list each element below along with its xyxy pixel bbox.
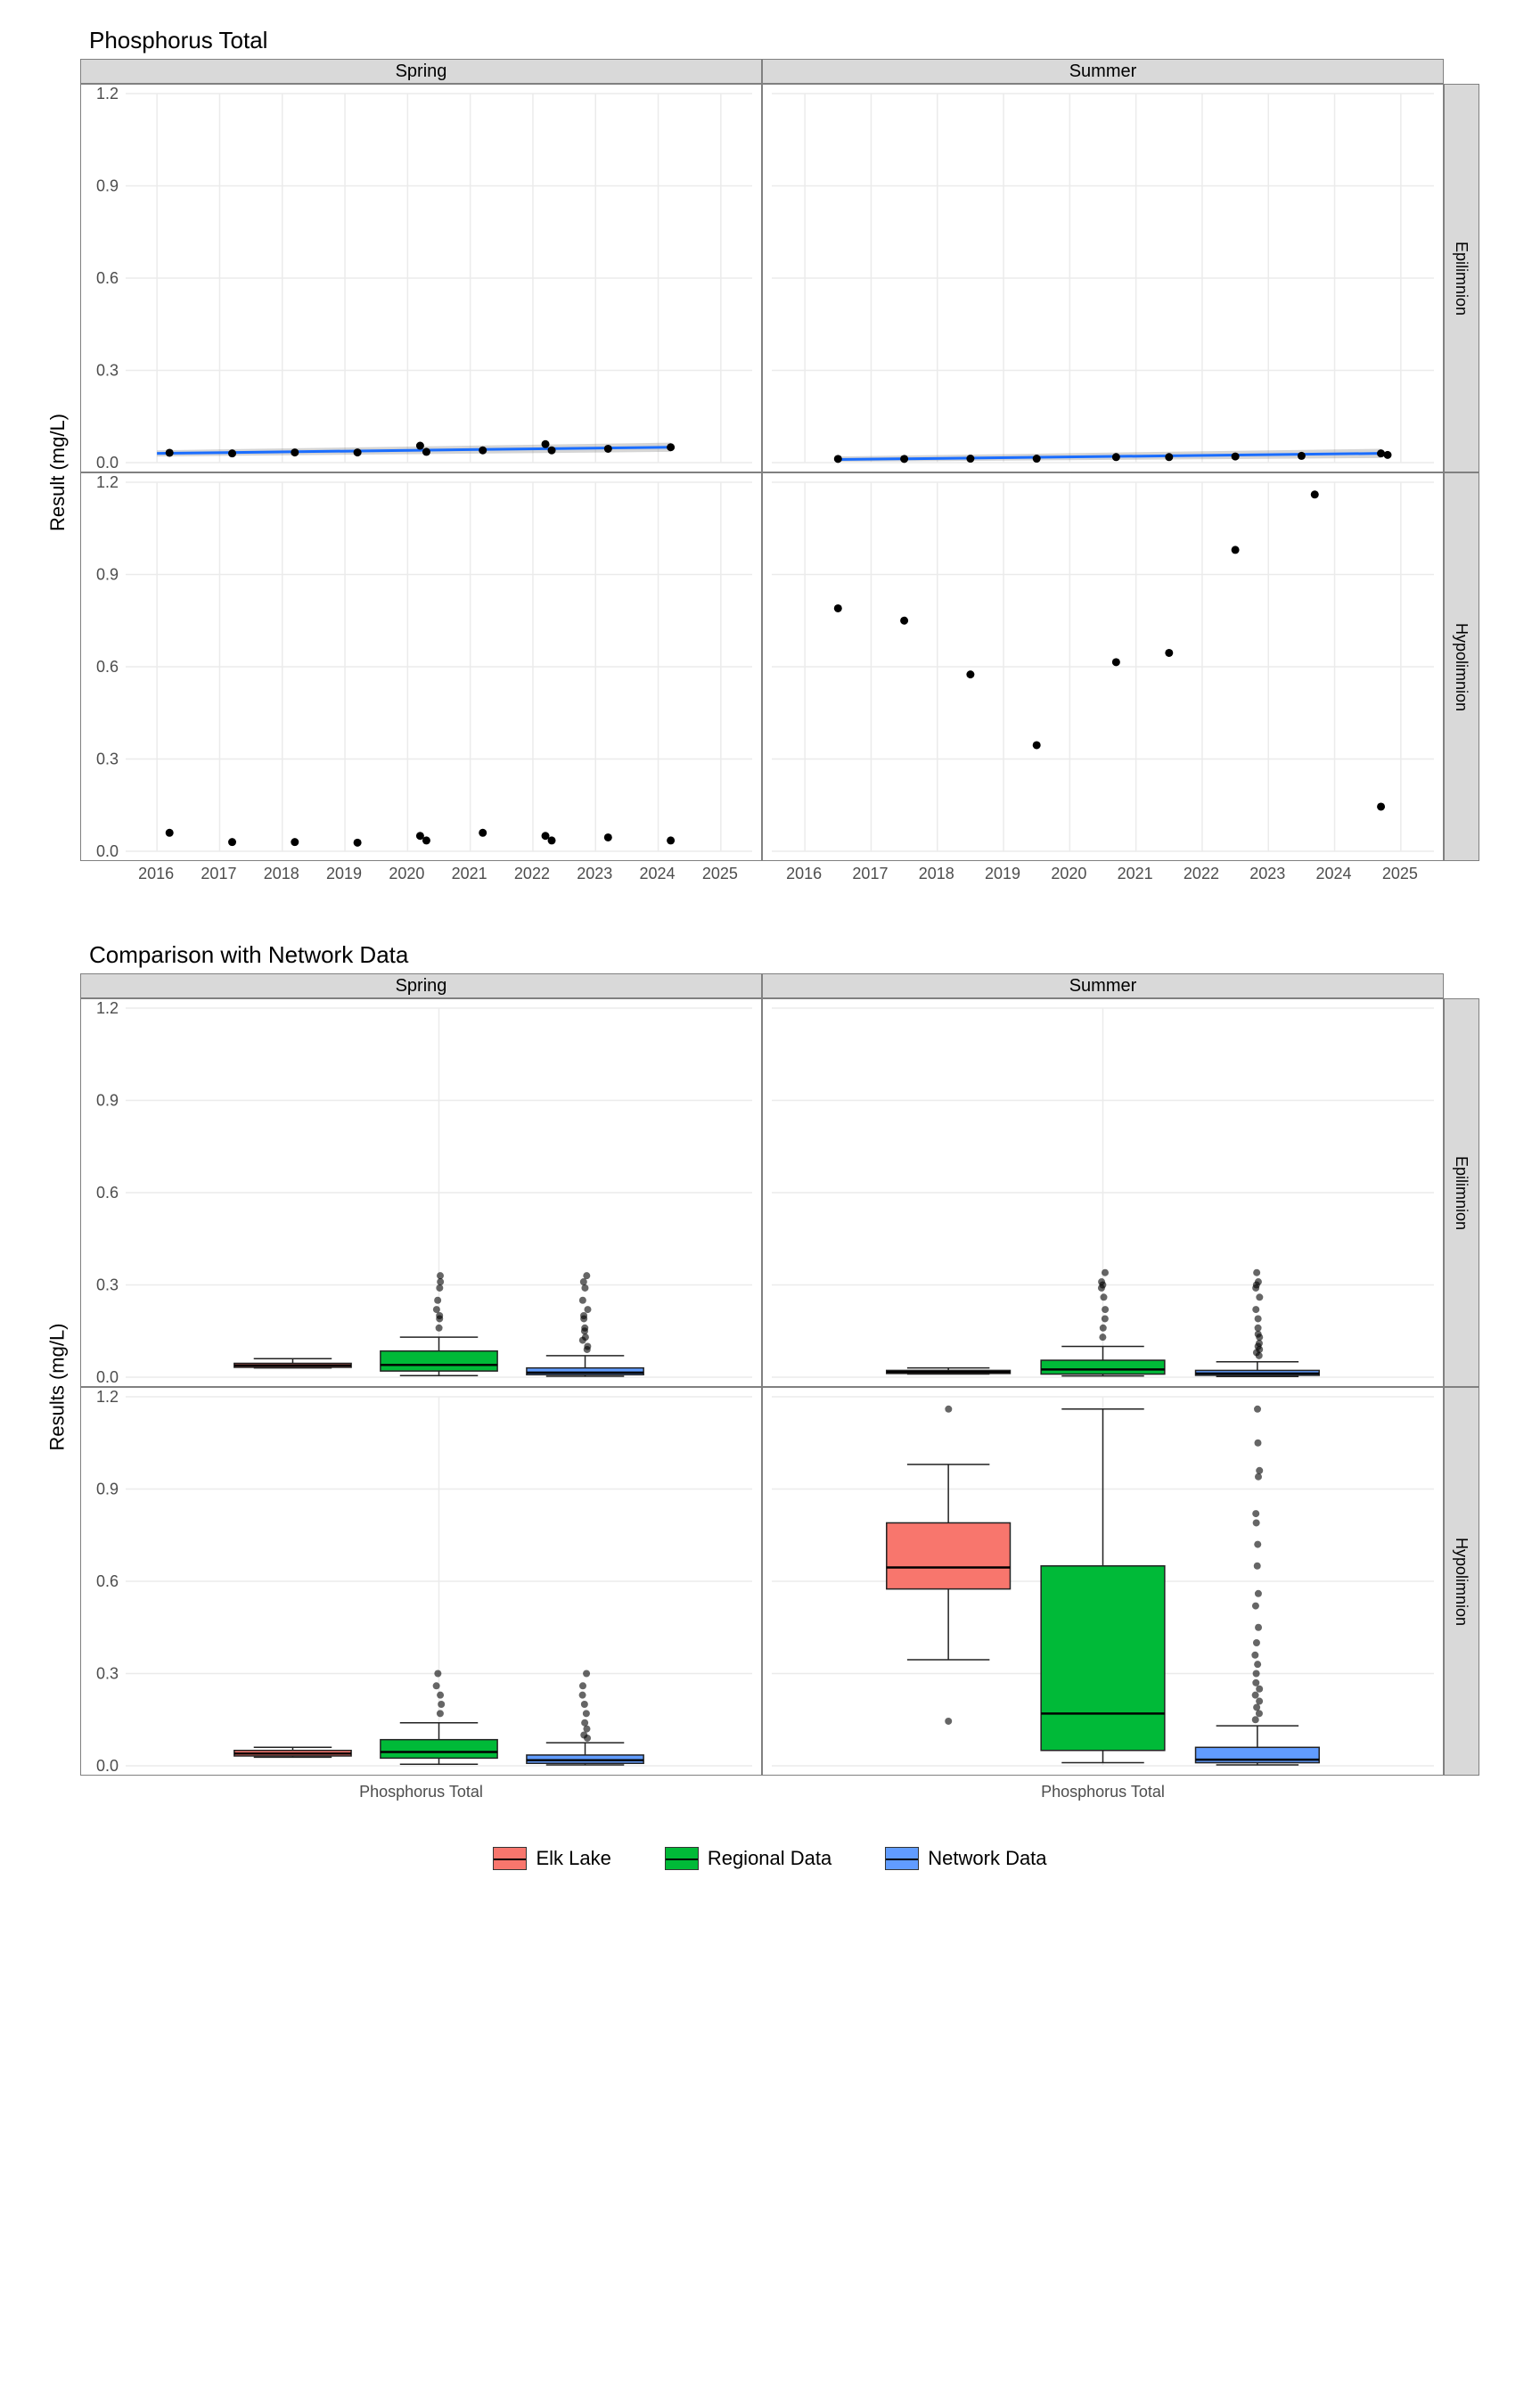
lower-panel-summer-hypo xyxy=(762,1387,1444,1776)
svg-text:0.9: 0.9 xyxy=(96,1481,119,1498)
upper-facet-grid: Result (mg/L) Spring Summer Epilimnion H… xyxy=(36,59,1479,897)
upper-panel-spring-epi: 0.0 0.3 0.6 0.9 1.2 xyxy=(80,84,762,472)
upper-strip-hypo: Hypolimnion xyxy=(1444,472,1479,861)
svg-text:2022: 2022 xyxy=(1184,865,1219,882)
svg-text:2024: 2024 xyxy=(640,865,676,882)
lower-strip-hypo: Hypolimnion xyxy=(1444,1387,1479,1776)
lower-panel-summer-epi xyxy=(762,998,1444,1387)
svg-text:0.6: 0.6 xyxy=(96,1572,119,1590)
svg-text:2016: 2016 xyxy=(138,865,174,882)
legend-label-regional: Regional Data xyxy=(708,1847,831,1870)
page-container: Phosphorus Total Result (mg/L) Spring Su… xyxy=(0,0,1540,1888)
legend-item-regional: Regional Data xyxy=(665,1847,831,1870)
upper-title: Phosphorus Total xyxy=(89,27,1504,54)
svg-text:2018: 2018 xyxy=(919,865,954,882)
lower-ylabel: Results (mg/L) xyxy=(46,1323,70,1450)
svg-text:2024: 2024 xyxy=(1316,865,1352,882)
svg-text:0.6: 0.6 xyxy=(96,269,119,287)
svg-text:2022: 2022 xyxy=(514,865,550,882)
svg-text:2018: 2018 xyxy=(264,865,299,882)
svg-text:0.0: 0.0 xyxy=(96,454,119,472)
svg-text:0.6: 0.6 xyxy=(96,658,119,676)
upper-xaxis-row: 2016 2017 2018 2019 2020 2021 2022 2023 2024 2025… xyxy=(80,861,1444,897)
svg-text:2025: 2025 xyxy=(702,865,738,882)
svg-text:2021: 2021 xyxy=(1118,865,1153,882)
upper-panel-summer-epi xyxy=(762,84,1444,472)
svg-text:1.2: 1.2 xyxy=(96,473,119,491)
upper-strip-spring: Spring xyxy=(80,59,762,84)
svg-text:2017: 2017 xyxy=(852,865,888,882)
svg-text:2025: 2025 xyxy=(1382,865,1418,882)
svg-text:0.0: 0.0 xyxy=(96,1757,119,1775)
svg-text:1.2: 1.2 xyxy=(96,85,119,103)
upper-ylabel: Result (mg/L) xyxy=(46,414,70,531)
upper-ylabel-wrap: Result (mg/L) xyxy=(36,84,80,861)
svg-text:2020: 2020 xyxy=(389,865,424,882)
svg-text:2023: 2023 xyxy=(577,865,612,882)
lower-title: Comparison with Network Data xyxy=(89,941,1504,969)
legend-label-elk: Elk Lake xyxy=(536,1847,610,1870)
upper-strip-epi: Epilimnion xyxy=(1444,84,1479,472)
svg-text:0.0: 0.0 xyxy=(96,842,119,860)
lower-xaxis-row: Phosphorus Total Phosphorus Total xyxy=(80,1776,1444,1811)
svg-text:2019: 2019 xyxy=(985,865,1020,882)
svg-text:2017: 2017 xyxy=(201,865,236,882)
legend-label-network: Network Data xyxy=(928,1847,1046,1870)
legend: Elk Lake Regional Data Network Data xyxy=(36,1847,1504,1870)
lower-panel-spring-epi: 0.0 0.3 0.6 0.9 1.2 xyxy=(80,998,762,1387)
svg-text:0.6: 0.6 xyxy=(96,1184,119,1202)
svg-text:1.2: 1.2 xyxy=(96,1388,119,1406)
lower-ylabel-wrap: Results (mg/L) xyxy=(36,998,80,1776)
svg-text:0.9: 0.9 xyxy=(96,1092,119,1110)
svg-text:2019: 2019 xyxy=(326,865,362,882)
svg-text:2023: 2023 xyxy=(1249,865,1285,882)
legend-key-regional xyxy=(665,1847,699,1870)
legend-key-elk xyxy=(493,1847,527,1870)
svg-text:2020: 2020 xyxy=(1051,865,1086,882)
lower-strip-spring: Spring xyxy=(80,973,762,998)
svg-text:0.3: 0.3 xyxy=(96,362,119,380)
upper-panel-spring-hypo: 0.0 0.3 0.6 0.9 1.2 xyxy=(80,472,762,861)
lower-strip-epi: Epilimnion xyxy=(1444,998,1479,1387)
svg-text:0.3: 0.3 xyxy=(96,1276,119,1294)
legend-item-network: Network Data xyxy=(885,1847,1046,1870)
svg-text:1.2: 1.2 xyxy=(96,999,119,1017)
svg-text:0.3: 0.3 xyxy=(96,751,119,768)
legend-key-network xyxy=(885,1847,919,1870)
svg-text:0.0: 0.0 xyxy=(96,1368,119,1386)
lower-strip-summer: Summer xyxy=(762,973,1444,998)
svg-text:2016: 2016 xyxy=(786,865,822,882)
lower-panel-spring-hypo: 0.0 0.3 0.6 0.9 1.2 xyxy=(80,1387,762,1776)
svg-text:0.3: 0.3 xyxy=(96,1665,119,1683)
svg-text:0.9: 0.9 xyxy=(96,177,119,195)
legend-item-elk: Elk Lake xyxy=(493,1847,610,1870)
svg-text:2021: 2021 xyxy=(452,865,487,882)
svg-text:0.9: 0.9 xyxy=(96,566,119,584)
lower-facet-grid: Results (mg/L) Spring Summer Epilimnion … xyxy=(36,973,1479,1811)
upper-strip-summer: Summer xyxy=(762,59,1444,84)
upper-panel-summer-hypo xyxy=(762,472,1444,861)
